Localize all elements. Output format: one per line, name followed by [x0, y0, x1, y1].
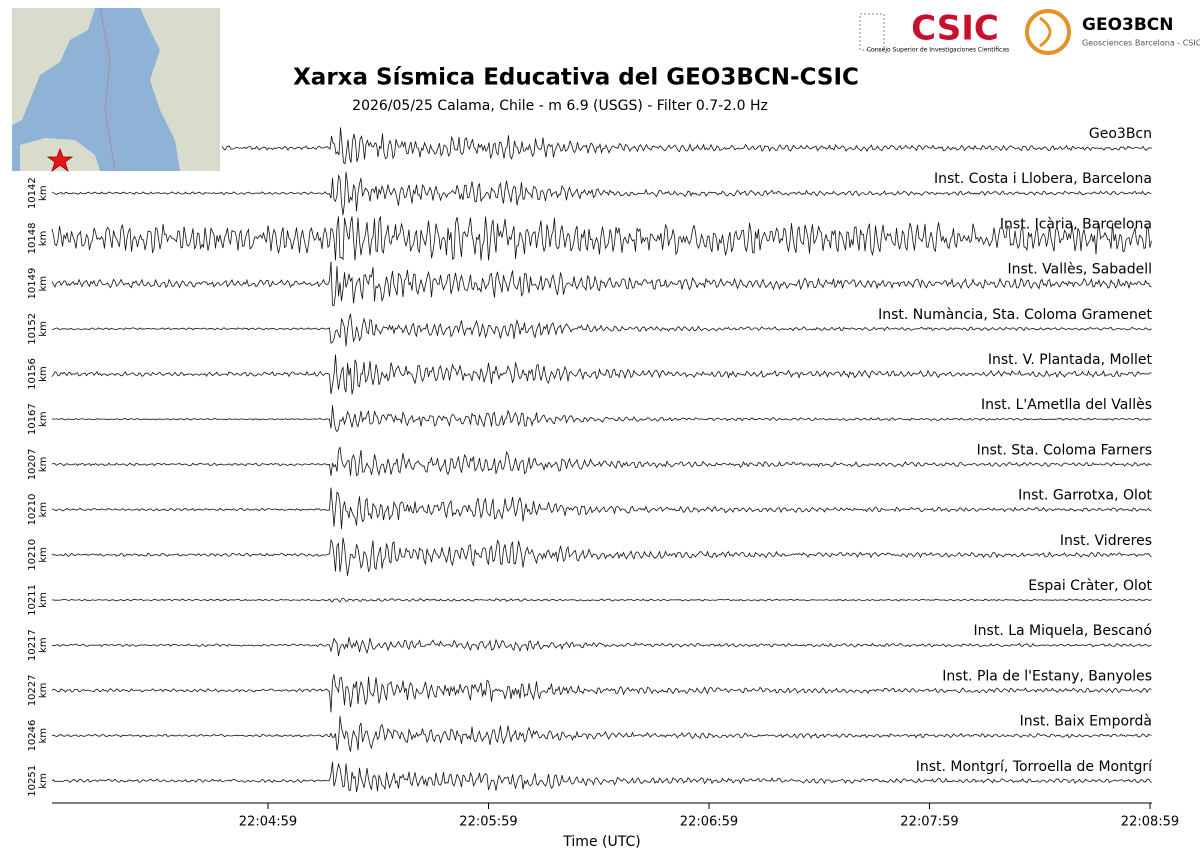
station-label: Inst. Icària, Barcelona — [1000, 216, 1152, 232]
waveform — [51, 761, 1152, 793]
distance-value: 10217 — [27, 629, 38, 661]
waveform — [51, 216, 1152, 261]
station-label: Inst. Baix Empordà — [1020, 714, 1152, 730]
waveform — [51, 674, 1152, 713]
distance-value: 10246 — [27, 720, 38, 752]
station-label: Inst. Costa i Llobera, Barcelona — [934, 171, 1152, 187]
x-tick-label: 22:04:59 — [239, 815, 297, 830]
waveform — [51, 313, 1152, 347]
distance-unit: km — [38, 592, 49, 608]
geo-emblem-arc — [1039, 16, 1052, 48]
distance-label: 10227 km — [27, 674, 49, 706]
geo-logo: GEO3BCN — [1082, 15, 1174, 35]
distance-unit: km — [38, 457, 49, 473]
distance-label: 10251 km — [27, 765, 49, 797]
distance-unit: km — [38, 411, 49, 427]
geo-caption: Geosciences Barcelona - CSIC — [1082, 39, 1200, 48]
distance-value: 10207 — [27, 448, 38, 480]
distance-value: 10227 — [27, 674, 38, 706]
distance-value: 10210 — [27, 539, 38, 571]
waveform — [51, 405, 1152, 433]
waveform — [51, 354, 1152, 395]
distance-unit: km — [38, 321, 49, 337]
distance-unit: km — [38, 637, 49, 653]
csic-caption: Consejo Superior de Investigaciones Cien… — [867, 47, 1009, 54]
distance-unit: km — [38, 185, 49, 201]
station-label: Inst. La Miquela, Bescanó — [974, 623, 1152, 639]
waveform — [221, 127, 1153, 165]
map-land-north-america — [12, 8, 95, 125]
waveform — [51, 171, 1152, 216]
station-label: Inst. L'Ametlla del Vallès — [981, 397, 1152, 413]
distance-value: 10210 — [27, 494, 38, 526]
distance-unit: km — [38, 366, 49, 382]
station-label: Inst. Montgrí, Torroella de Montgrí — [916, 759, 1153, 775]
station-label: Inst. Numància, Sta. Coloma Gramenet — [878, 307, 1152, 323]
chart-title: Xarxa Sísmica Educativa del GEO3BCN-CSIC — [293, 65, 859, 91]
distance-unit: km — [38, 728, 49, 744]
csic-logo: CSIC — [911, 9, 999, 49]
distance-label: 10167 km — [27, 403, 49, 435]
distance-label: 10207 km — [27, 448, 49, 480]
x-tick-label: 22:08:59 — [1121, 815, 1179, 830]
distance-value: 10142 — [27, 177, 38, 209]
station-label: Espai Cràter, Olot — [1028, 578, 1152, 594]
station-label: Inst. Vidreres — [1060, 533, 1152, 549]
distance-value: 10148 — [27, 222, 38, 254]
map-ridge — [99, 7, 116, 172]
map-inset — [12, 7, 220, 173]
distance-value: 10167 — [27, 403, 38, 435]
geo-emblem — [1025, 9, 1071, 55]
waveform — [51, 716, 1152, 752]
waveform — [51, 537, 1152, 576]
distance-label: 10148 km — [27, 222, 49, 254]
distance-unit: km — [38, 502, 49, 518]
station-label: Inst. Garrotxa, Olot — [1018, 488, 1152, 504]
distance-unit: km — [38, 547, 49, 563]
distance-label: 10211 km — [27, 584, 49, 616]
waveform — [51, 487, 1152, 530]
distance-unit: km — [38, 276, 49, 292]
x-axis-label: Time (UTC) — [562, 834, 640, 850]
waveform — [51, 446, 1152, 477]
x-tick-label: 22:06:59 — [680, 815, 738, 830]
distance-label: 10210 km — [27, 494, 49, 526]
distance-unit: km — [38, 231, 49, 247]
distance-unit: km — [38, 683, 49, 699]
map-land-europe-africa — [140, 8, 220, 171]
distance-label: 10142 km — [27, 177, 49, 209]
station-label: Inst. Pla de l'Estany, Banyoles — [942, 668, 1152, 684]
distance-label: 10246 km — [27, 720, 49, 752]
waveform — [51, 637, 1152, 657]
x-tick-label: 22:05:59 — [459, 815, 517, 830]
chart-subtitle: 2026/05/25 Calama, Chile - m 6.9 (USGS) … — [352, 98, 768, 114]
distance-value: 10211 — [27, 584, 38, 616]
waveform — [51, 261, 1152, 307]
distance-label: 10217 km — [27, 629, 49, 661]
station-label: Geo3Bcn — [1089, 126, 1152, 142]
distance-value: 10156 — [27, 358, 38, 390]
distance-label: 10152 km — [27, 313, 49, 345]
waveform — [51, 597, 1152, 603]
distance-label: 10149 km — [27, 268, 49, 300]
epicenter-star — [46, 147, 74, 173]
distance-unit: km — [38, 773, 49, 789]
csic-emblem — [859, 13, 885, 51]
station-label: Inst. Sta. Coloma Farners — [977, 442, 1152, 458]
station-label: Inst. Vallès, Sabadell — [1007, 262, 1152, 278]
distance-value: 10152 — [27, 313, 38, 345]
station-label: Inst. V. Plantada, Mollet — [988, 352, 1153, 368]
distance-label: 10156 km — [27, 358, 49, 390]
logos: CSIC Consejo Superior de Investigaciones… — [859, 9, 1200, 55]
traces: Geo3Bcn Inst. Costa i Llobera, Barcelona 1… — [27, 126, 1153, 797]
distance-value: 10251 — [27, 765, 38, 797]
distance-label: 10210 km — [27, 539, 49, 571]
distance-value: 10149 — [27, 268, 38, 300]
x-tick-label: 22:07:59 — [900, 815, 958, 830]
